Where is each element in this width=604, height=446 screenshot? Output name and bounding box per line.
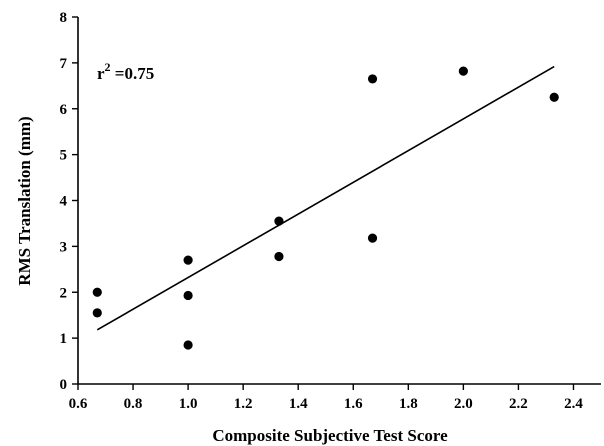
y-tick-label: 3 [60, 239, 68, 255]
y-tick-label: 1 [60, 331, 68, 347]
x-axis-title: Composite Subjective Test Score [212, 426, 448, 445]
regression-line [96, 65, 555, 331]
data-point [183, 340, 193, 350]
data-point [274, 251, 284, 262]
r-squared-base: r [97, 64, 105, 83]
r-squared-superscript: 2 [105, 60, 111, 74]
data-point [183, 290, 193, 301]
fit-line-group [96, 65, 555, 331]
data-point [92, 308, 102, 318]
data-point [367, 74, 378, 84]
r-squared-annotation: r2 =0.75 [97, 60, 154, 83]
x-tick-label: 2.0 [454, 396, 473, 412]
y-axis-title: RMS Translation (mm) [15, 116, 34, 285]
r-squared-value: =0.75 [111, 64, 155, 83]
data-point [367, 233, 378, 243]
x-tick-label: 2.2 [509, 396, 528, 412]
x-tick-label: 1.4 [289, 396, 308, 412]
y-tick-label: 5 [60, 148, 68, 164]
y-tick-label: 2 [60, 285, 68, 301]
x-tick-label: 0.6 [69, 396, 88, 412]
axes [77, 17, 601, 385]
ticks: 0.6 0.8 1.0 1.2 1.4 1.6 1.8 2.0 2.2 2.4 0 1 2 3 4 5 6 7 8 [60, 10, 584, 412]
y-tick-label: 0 [60, 377, 68, 393]
x-tick-label: 0.8 [124, 396, 143, 412]
data-points [92, 66, 559, 350]
data-point [92, 287, 102, 297]
x-tick-label: 2.4 [564, 396, 583, 412]
data-point [183, 255, 193, 265]
data-point [274, 216, 284, 226]
data-point [549, 92, 559, 102]
x-tick-label: 1.8 [399, 396, 418, 412]
y-tick-label: 4 [60, 194, 68, 210]
x-tick-label: 1.6 [344, 396, 363, 412]
data-point [458, 66, 468, 76]
x-tick-label: 1.2 [234, 396, 253, 412]
y-tick-label: 8 [60, 10, 68, 26]
x-tick-label: 1.0 [179, 396, 198, 412]
y-tick-label: 7 [60, 56, 68, 72]
y-tick-label: 6 [60, 102, 68, 118]
